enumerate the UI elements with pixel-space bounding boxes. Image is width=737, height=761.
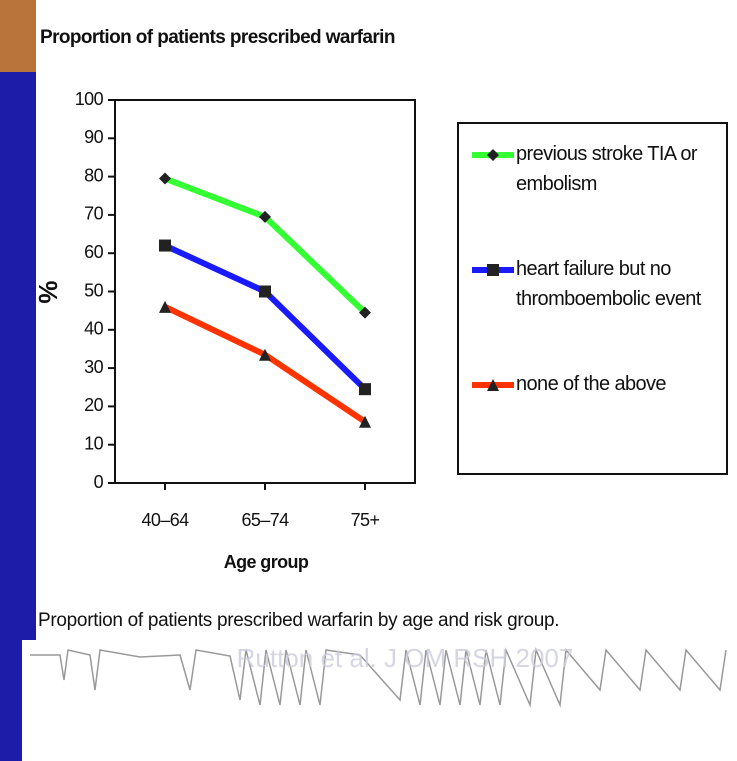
chart-title: Proportion of patients prescribed warfar… xyxy=(40,27,395,48)
caption: Proportion of patients prescribed warfar… xyxy=(38,610,559,631)
y-tick-label: 90 xyxy=(84,127,103,147)
legend-label: none of the above xyxy=(516,369,721,399)
y-tick-label: 20 xyxy=(84,395,103,415)
y-tick-label: 0 xyxy=(94,472,104,492)
y-tick-label: 100 xyxy=(75,89,104,109)
y-tick-label: 80 xyxy=(84,165,103,185)
y-tick-label: 60 xyxy=(84,242,103,262)
x-tick-label: 40–64 xyxy=(141,510,189,530)
y-tick-label: 50 xyxy=(84,280,103,300)
data-point xyxy=(259,286,271,298)
y-tick-label: 10 xyxy=(84,433,103,453)
source: Rutton et al. J OM RSH 2007 xyxy=(237,643,574,673)
legend-label: heart failure but no thromboembolic even… xyxy=(516,254,721,314)
x-axis-label: Age group xyxy=(224,552,309,572)
decoration xyxy=(0,0,36,72)
y-tick-label: 70 xyxy=(84,204,103,224)
chart-panel xyxy=(36,0,737,640)
data-point xyxy=(359,383,371,395)
x-tick-label: 65–74 xyxy=(241,510,289,530)
y-tick-label: 40 xyxy=(84,319,103,339)
data-point xyxy=(159,240,171,252)
legend-label: previous stroke TIA or embolism xyxy=(516,139,721,199)
x-tick-label: 75+ xyxy=(351,510,380,530)
page: {"chart_data": {"type": "line", "title":… xyxy=(0,0,737,761)
y-axis-label: % xyxy=(33,280,63,303)
legend-marker xyxy=(487,264,499,276)
y-tick-label: 30 xyxy=(84,357,103,377)
